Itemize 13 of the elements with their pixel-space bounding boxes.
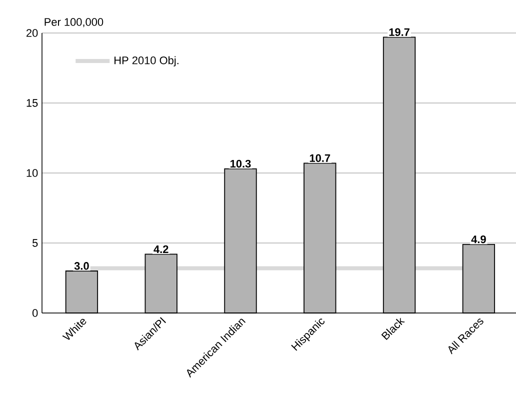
y-tick-label: 0 [32, 309, 38, 317]
y-tick-label: 5 [32, 239, 38, 247]
y-tick-label: 15 [26, 99, 38, 107]
data-label: 10.3 [230, 160, 251, 168]
legend-label: HP 2010 Obj. [114, 56, 178, 66]
data-label: 4.9 [471, 235, 486, 244]
data-label: 3.0 [74, 262, 89, 270]
data-label: 10.7 [310, 154, 330, 162]
y-tick-label: 10 [26, 169, 38, 177]
data-label: 4.2 [154, 245, 168, 254]
data-label: 19.7 [389, 28, 410, 36]
y-tick-label: 20 [26, 29, 38, 37]
y-axis-title: Per 100,000 [44, 18, 104, 28]
